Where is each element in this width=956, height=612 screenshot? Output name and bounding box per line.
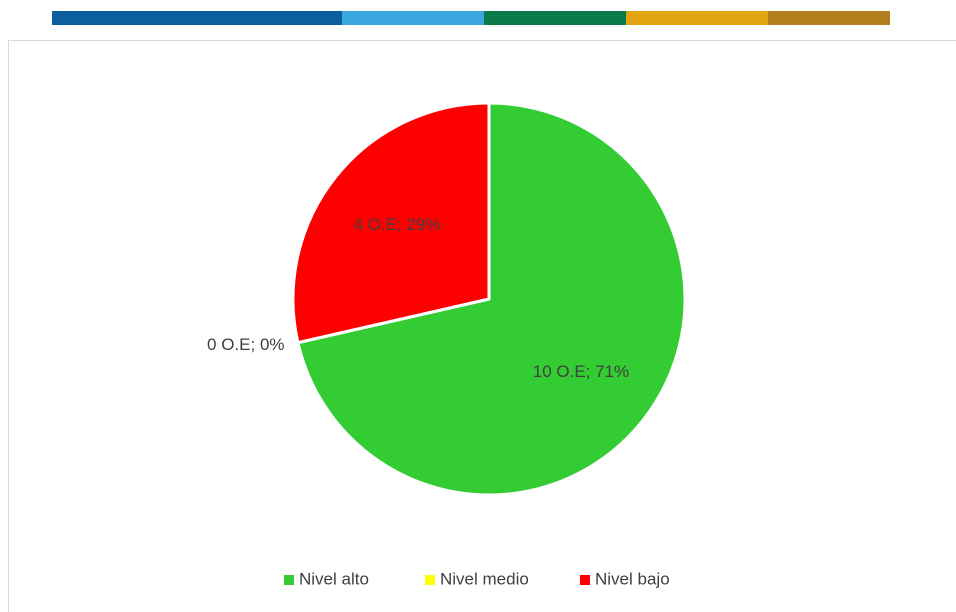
stripe-segment [768, 11, 890, 25]
stripe-segment [484, 11, 626, 25]
header-stripe [52, 11, 890, 25]
legend-swatch [284, 575, 294, 585]
data-label: 10 O.E; 71% [533, 362, 629, 381]
legend-swatch [580, 575, 590, 585]
stripe-segment [342, 11, 484, 25]
legend-label: Nivel bajo [595, 569, 670, 588]
legend-swatch [425, 575, 435, 585]
data-label: 0 O.E; 0% [207, 335, 284, 354]
legend-label: Nivel medio [440, 569, 529, 588]
legend-label: Nivel alto [299, 569, 369, 588]
stripe-segment [52, 11, 342, 25]
chart: 10 O.E; 71% 0 O.E; 0% 4 O.E; 29% Nivel alto… [207, 101, 687, 588]
data-label: 4 O.E; 29% [354, 215, 441, 234]
stripe-segment [626, 11, 768, 25]
pie-slice [296, 101, 687, 497]
pie-slice [291, 101, 491, 345]
